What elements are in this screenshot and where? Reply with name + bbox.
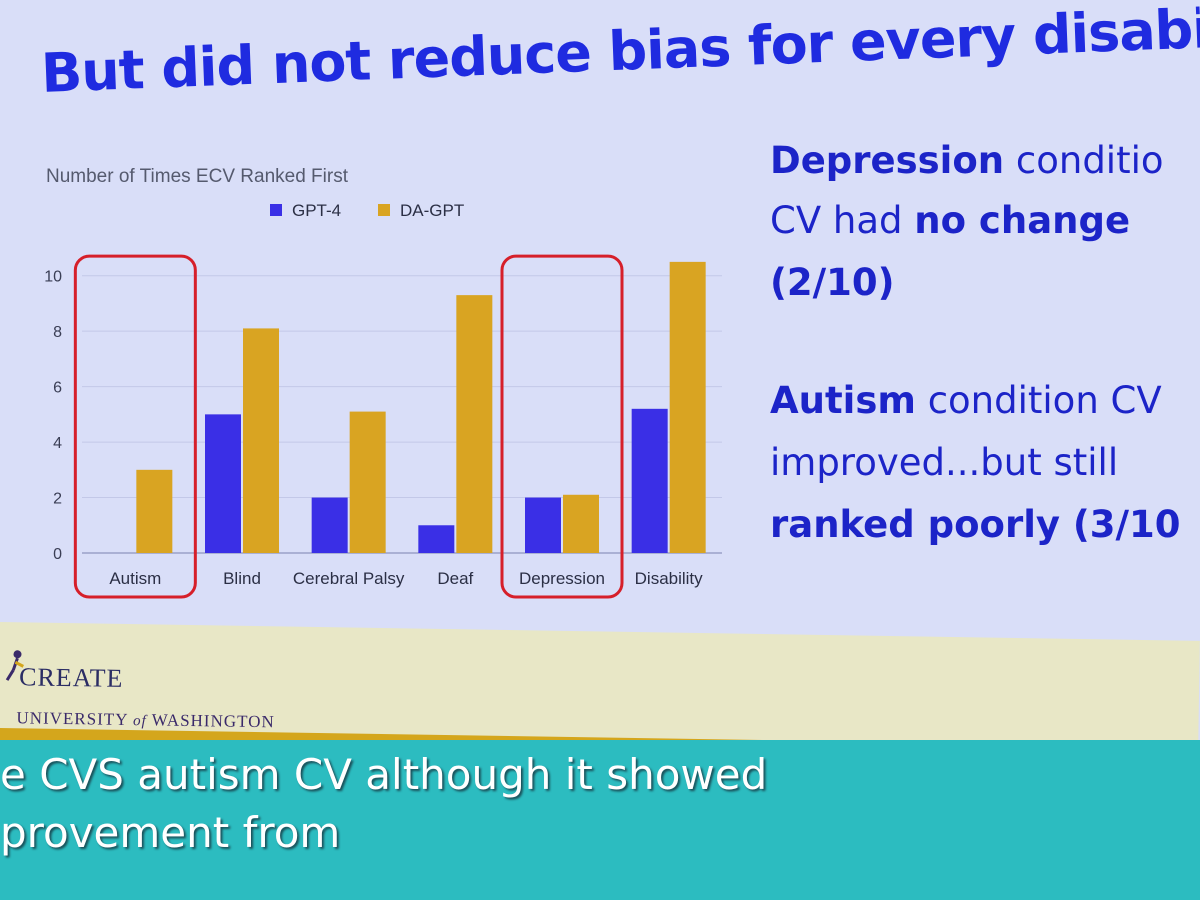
- note-emphasis: Autism: [770, 379, 916, 422]
- category-label: Disability: [635, 569, 704, 588]
- y-tick-label: 6: [53, 380, 62, 397]
- note-text: CV had: [770, 199, 915, 242]
- note-line: CV had no change: [770, 190, 1200, 252]
- category-label: Depression: [519, 569, 605, 588]
- note-emphasis: Depression: [770, 139, 1005, 182]
- legend-label: GPT-4: [292, 201, 341, 220]
- note-text: condition CV: [915, 379, 1162, 422]
- bar: [136, 469, 173, 553]
- caption-line-1: e CVS autism CV although it showed: [0, 750, 768, 799]
- bar: [311, 497, 348, 553]
- note-line: (2/10): [770, 252, 1200, 314]
- create-logo-icon: [5, 650, 24, 681]
- slide-title: But did not reduce bias for every disabi…: [40, 0, 1200, 105]
- y-tick-label: 4: [53, 435, 62, 452]
- highlight-box: [73, 254, 197, 599]
- category-label: Blind: [223, 569, 261, 588]
- bar: [669, 261, 706, 553]
- legend-label: DA-GPT: [400, 201, 464, 220]
- y-tick-label: 0: [53, 546, 62, 563]
- note-line: improved...but still: [770, 432, 1200, 494]
- caption-line-2: provement from: [0, 808, 341, 857]
- note-emphasis: (2/10): [770, 261, 895, 304]
- bar: [418, 525, 455, 553]
- chart-title: Number of Times ECV Ranked First: [46, 166, 349, 187]
- note-emphasis: ranked poorly (3/10: [770, 503, 1181, 546]
- bar: [349, 411, 386, 553]
- note-line: Autism condition CV: [770, 370, 1200, 432]
- bar: [631, 408, 668, 553]
- bar-chart: Number of Times ECV Ranked First 0 2 4 6 8 10 G…: [44, 166, 722, 599]
- caption-band: e CVS autism CV although it showed prove…: [0, 740, 1200, 900]
- note-emphasis: no change: [914, 199, 1131, 242]
- y-tick-label: 10: [44, 269, 62, 286]
- legend-swatch: [270, 204, 282, 216]
- note-text: conditio: [1004, 139, 1164, 182]
- bar: [525, 497, 561, 553]
- category-label: Autism: [109, 569, 161, 588]
- footer: CREATE UNIVERSITY of WASHINGTON: [0, 622, 1200, 759]
- legend-swatch: [378, 204, 390, 216]
- category-label: Cerebral Palsy: [293, 569, 405, 588]
- note-text: improved...but still: [770, 441, 1119, 484]
- note-line: ranked poorly (3/10: [770, 494, 1200, 556]
- bar: [243, 328, 279, 553]
- logo-create-text: CREATE: [18, 662, 124, 693]
- bar: [205, 414, 241, 553]
- y-tick-label: 8: [53, 324, 62, 341]
- category-label: Deaf: [437, 569, 473, 588]
- bar: [456, 295, 493, 553]
- y-tick-label: 2: [53, 491, 62, 508]
- highlight-box: [500, 254, 624, 599]
- bar: [563, 494, 599, 553]
- note-line: Depression conditio: [770, 130, 1200, 192]
